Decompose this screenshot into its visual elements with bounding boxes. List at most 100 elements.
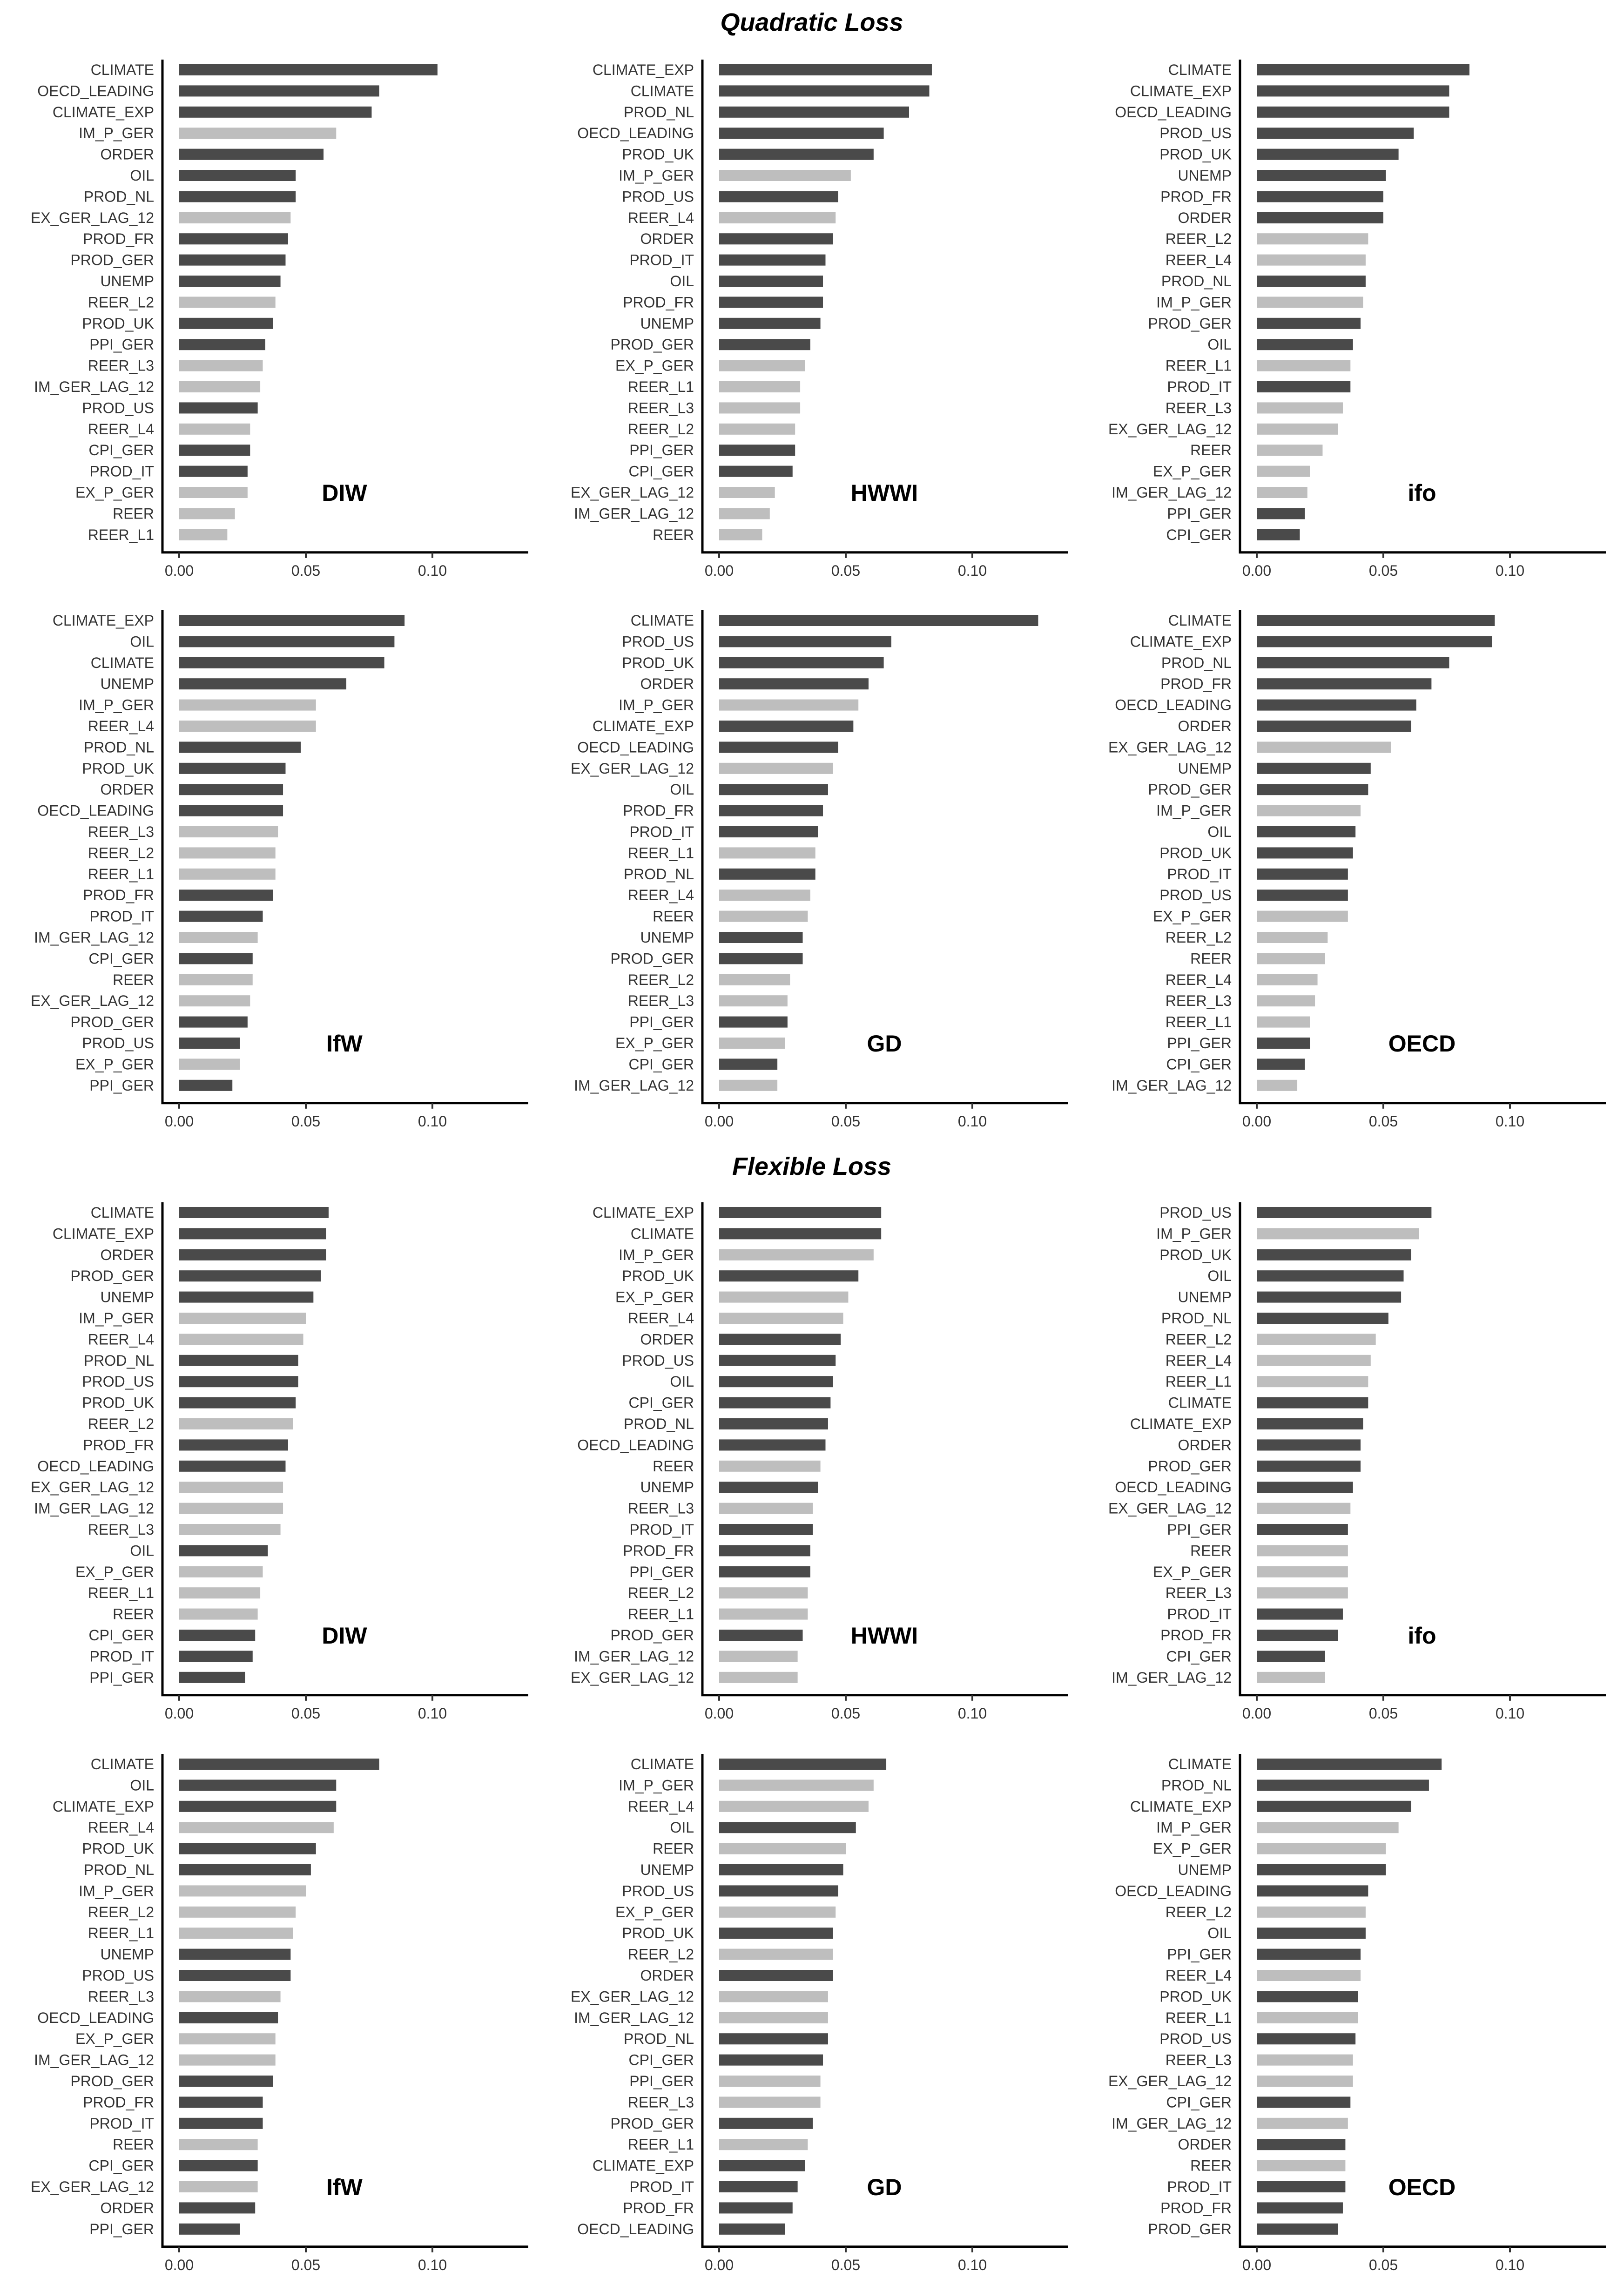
panel-ifo-flexible: PROD_US IM_P_GER PROD_UK OIL UNEMP PROD_NL REE…	[1108, 1202, 1606, 1722]
category-label: UNEMP	[100, 675, 154, 692]
bar	[719, 868, 815, 880]
category-label: IM_GER_LAG_12	[574, 505, 694, 522]
bar	[1257, 1355, 1371, 1366]
category-label: UNEMP	[1178, 760, 1232, 777]
bar	[179, 212, 291, 223]
category-label: PROD_FR	[1160, 2199, 1232, 2216]
category-label: PROD_GER	[1148, 2221, 1232, 2238]
bar	[1257, 1249, 1411, 1260]
category-label: EX_GER_LAG_12	[31, 1479, 154, 1496]
category-label: OECD_LEADING	[1115, 1882, 1232, 1899]
x-tick-label: 0.10	[1496, 1113, 1524, 1130]
category-label: PPI_GER	[1167, 1946, 1232, 1963]
category-label: EX_P_GER	[75, 2030, 154, 2047]
category-label: IM_P_GER	[79, 697, 154, 714]
bar	[719, 1885, 838, 1897]
category-label: CLIMATE_EXP	[1130, 1798, 1232, 1815]
bar	[1257, 762, 1371, 774]
x-tick-label: 0.10	[418, 1113, 447, 1130]
category-label: PROD_FR	[623, 294, 694, 310]
bar	[1257, 381, 1351, 392]
x-tick-label: 0.00	[705, 1113, 734, 1130]
bar	[179, 699, 316, 711]
bar	[719, 1460, 821, 1472]
bar	[1257, 148, 1399, 160]
category-label: PROD_UK	[622, 1267, 694, 1284]
bar	[719, 974, 790, 985]
bar	[719, 784, 828, 795]
bar	[719, 657, 884, 668]
category-label: EX_P_GER	[75, 484, 154, 501]
bar	[179, 233, 288, 245]
category-label: PROD_UK	[1159, 146, 1232, 163]
x-tick-label: 0.05	[1369, 1705, 1398, 1722]
category-label: PROD_US	[1159, 887, 1232, 903]
category-label: REER_L1	[628, 844, 694, 861]
bar	[719, 1016, 788, 1028]
category-label: REER_L1	[88, 866, 154, 883]
category-label: UNEMP	[640, 929, 694, 946]
category-label: PROD_UK	[1159, 844, 1232, 861]
bar	[179, 1439, 288, 1451]
category-label: CLIMATE	[91, 654, 154, 671]
category-label: EX_P_GER	[615, 357, 694, 374]
category-label: CPI_GER	[629, 1395, 694, 1411]
bar	[719, 636, 891, 647]
category-label: IM_GER_LAG_12	[574, 1648, 694, 1665]
bar	[179, 2117, 263, 2129]
bar	[1257, 1906, 1366, 1918]
category-label: PPI_GER	[1167, 1035, 1232, 1052]
x-tick-label: 0.00	[1242, 562, 1271, 579]
bar	[719, 148, 874, 160]
bar	[179, 2012, 278, 2023]
bar	[719, 890, 810, 901]
category-label: EX_P_GER	[1153, 908, 1232, 925]
bar	[179, 1991, 281, 2002]
category-label: PROD_FR	[83, 2094, 154, 2110]
bar	[179, 1906, 296, 1918]
category-label: PROD_UK	[622, 146, 694, 163]
category-label: REER_L2	[88, 294, 154, 310]
category-label: OIL	[130, 633, 154, 650]
category-label: REER_L2	[88, 1904, 154, 1921]
bar	[179, 1397, 296, 1409]
x-tick-label: 0.00	[165, 562, 194, 579]
bar	[719, 910, 808, 922]
category-label: EX_GER_LAG_12	[571, 1988, 694, 2005]
bar	[1257, 1672, 1325, 1683]
category-label: PROD_GER	[610, 336, 694, 353]
category-label: CPI_GER	[89, 950, 154, 967]
x-tick-label: 0.00	[705, 1705, 734, 1722]
category-label: PROD_FR	[1160, 675, 1232, 692]
panel-label: IfW	[326, 1031, 363, 1057]
panel-label: HWWI	[851, 1623, 918, 1649]
category-label: ORDER	[640, 675, 694, 692]
x-tick-label: 0.00	[165, 1113, 194, 1130]
category-label: EX_GER_LAG_12	[31, 992, 154, 1009]
category-label: CLIMATE_EXP	[53, 1798, 154, 1815]
category-label: PROD_IT	[629, 2178, 694, 2195]
category-label: IM_GER_LAG_12	[34, 378, 154, 395]
category-label: PPI_GER	[1167, 505, 1232, 522]
panel-label: IfW	[326, 2174, 363, 2200]
category-label: REER	[653, 1840, 694, 1857]
category-label: PROD_NL	[1161, 1310, 1232, 1327]
panel-label: OECD	[1388, 1031, 1456, 1057]
category-label: PROD_IT	[89, 463, 154, 480]
bar	[1257, 402, 1343, 414]
category-label: IM_GER_LAG_12	[1112, 484, 1232, 501]
category-label: CLIMATE	[91, 61, 154, 78]
category-label: PROD_NL	[624, 2030, 694, 2047]
category-label: EX_GER_LAG_12	[1108, 421, 1232, 438]
category-label: PPI_GER	[89, 1669, 154, 1686]
bar	[719, 1228, 882, 1240]
panel-label: OECD	[1388, 2174, 1456, 2200]
category-label: PROD_UK	[82, 1395, 154, 1411]
bar	[719, 1313, 843, 1324]
category-label: PROD_NL	[84, 188, 154, 205]
category-label: IM_GER_LAG_12	[34, 929, 154, 946]
bar	[719, 1566, 810, 1577]
bar	[179, 805, 283, 816]
category-label: PROD_US	[1159, 1204, 1232, 1221]
